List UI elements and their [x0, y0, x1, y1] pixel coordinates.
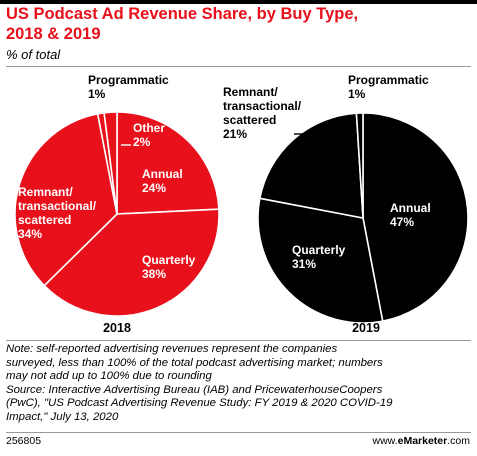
divider-footer [6, 432, 471, 433]
slice-2019-remnant-transactional-scattered [259, 112, 364, 219]
brand-prefix: www. [372, 435, 398, 447]
label-2018-annual: Annual 24% [142, 167, 183, 195]
divider-top [6, 66, 471, 67]
note-source: Note: self-reported advertising revenues… [6, 343, 472, 425]
slice-2018-other [103, 111, 118, 215]
chart-subtitle: % of total [6, 47, 61, 62]
pie-2018: Other 2% Annual 24% Quarterly 38% Remnant/tran… [14, 73, 220, 335]
label-2019-annual: Annual 47% [390, 201, 431, 229]
note-line-5: Impact," July 13, 2020 [6, 410, 119, 423]
title-line-1: US Podcast Ad Revenue Share, by Buy Type… [6, 5, 359, 23]
brand-link[interactable]: www.eMarketer.com [373, 435, 470, 447]
slice-2019-quarterly [257, 197, 384, 324]
slice-2018-remnant-transactional-scattered [14, 113, 118, 287]
brand-suffix: .com [447, 435, 470, 447]
note-line-0: Note: self-reported advertising revenues… [6, 343, 338, 355]
pie-charts: Other 2% Annual 24% Quarterly 38% Remnant/tran… [14, 73, 469, 335]
slice-2018-quarterly [43, 208, 220, 317]
slice-2018-annual [116, 111, 220, 215]
title-line-2: 2018 & 2019 [6, 25, 101, 43]
chart-title: US Podcast Ad Revenue Share, by Buy Type… [6, 4, 466, 44]
year-label-2019: 2019 [352, 321, 380, 335]
label-2018-quarterly: Quarterly 38% [142, 253, 196, 281]
label-2018-remnant: Remnant/transactional/scattered 34% [18, 185, 97, 241]
note-line-3: Source: Interactive Advertising Bureau (… [6, 383, 383, 396]
note-line-1: surveyed, less than 100% of the total po… [6, 356, 383, 369]
note-line-2: may not add up to 100% due to rounding [6, 370, 212, 383]
label-2018-programmatic: Programmatic 1% [88, 73, 169, 101]
slice-2019-annual [362, 112, 469, 322]
label-2019-quarterly: Quarterly 31% [292, 243, 346, 271]
chart-id: 256805 [6, 435, 42, 447]
label-2018-other: Other 2% [133, 121, 165, 149]
pie-2019: Annual 47% Quarterly 31% Remnant/transaction… [223, 73, 469, 335]
brand-name: eMarketer [397, 435, 448, 447]
label-2019-programmatic: Programmatic 1% [348, 73, 429, 101]
top-bar [0, 0, 477, 4]
year-label-2018: 2018 [103, 321, 131, 335]
divider-bottom [6, 340, 471, 341]
slice-2019-programmatic [355, 112, 364, 219]
label-2019-remnant: Remnant/transactional/scattered 21% [223, 85, 302, 141]
note-line-4: (PwC), "US Podcast Advertising Revenue S… [6, 397, 393, 410]
